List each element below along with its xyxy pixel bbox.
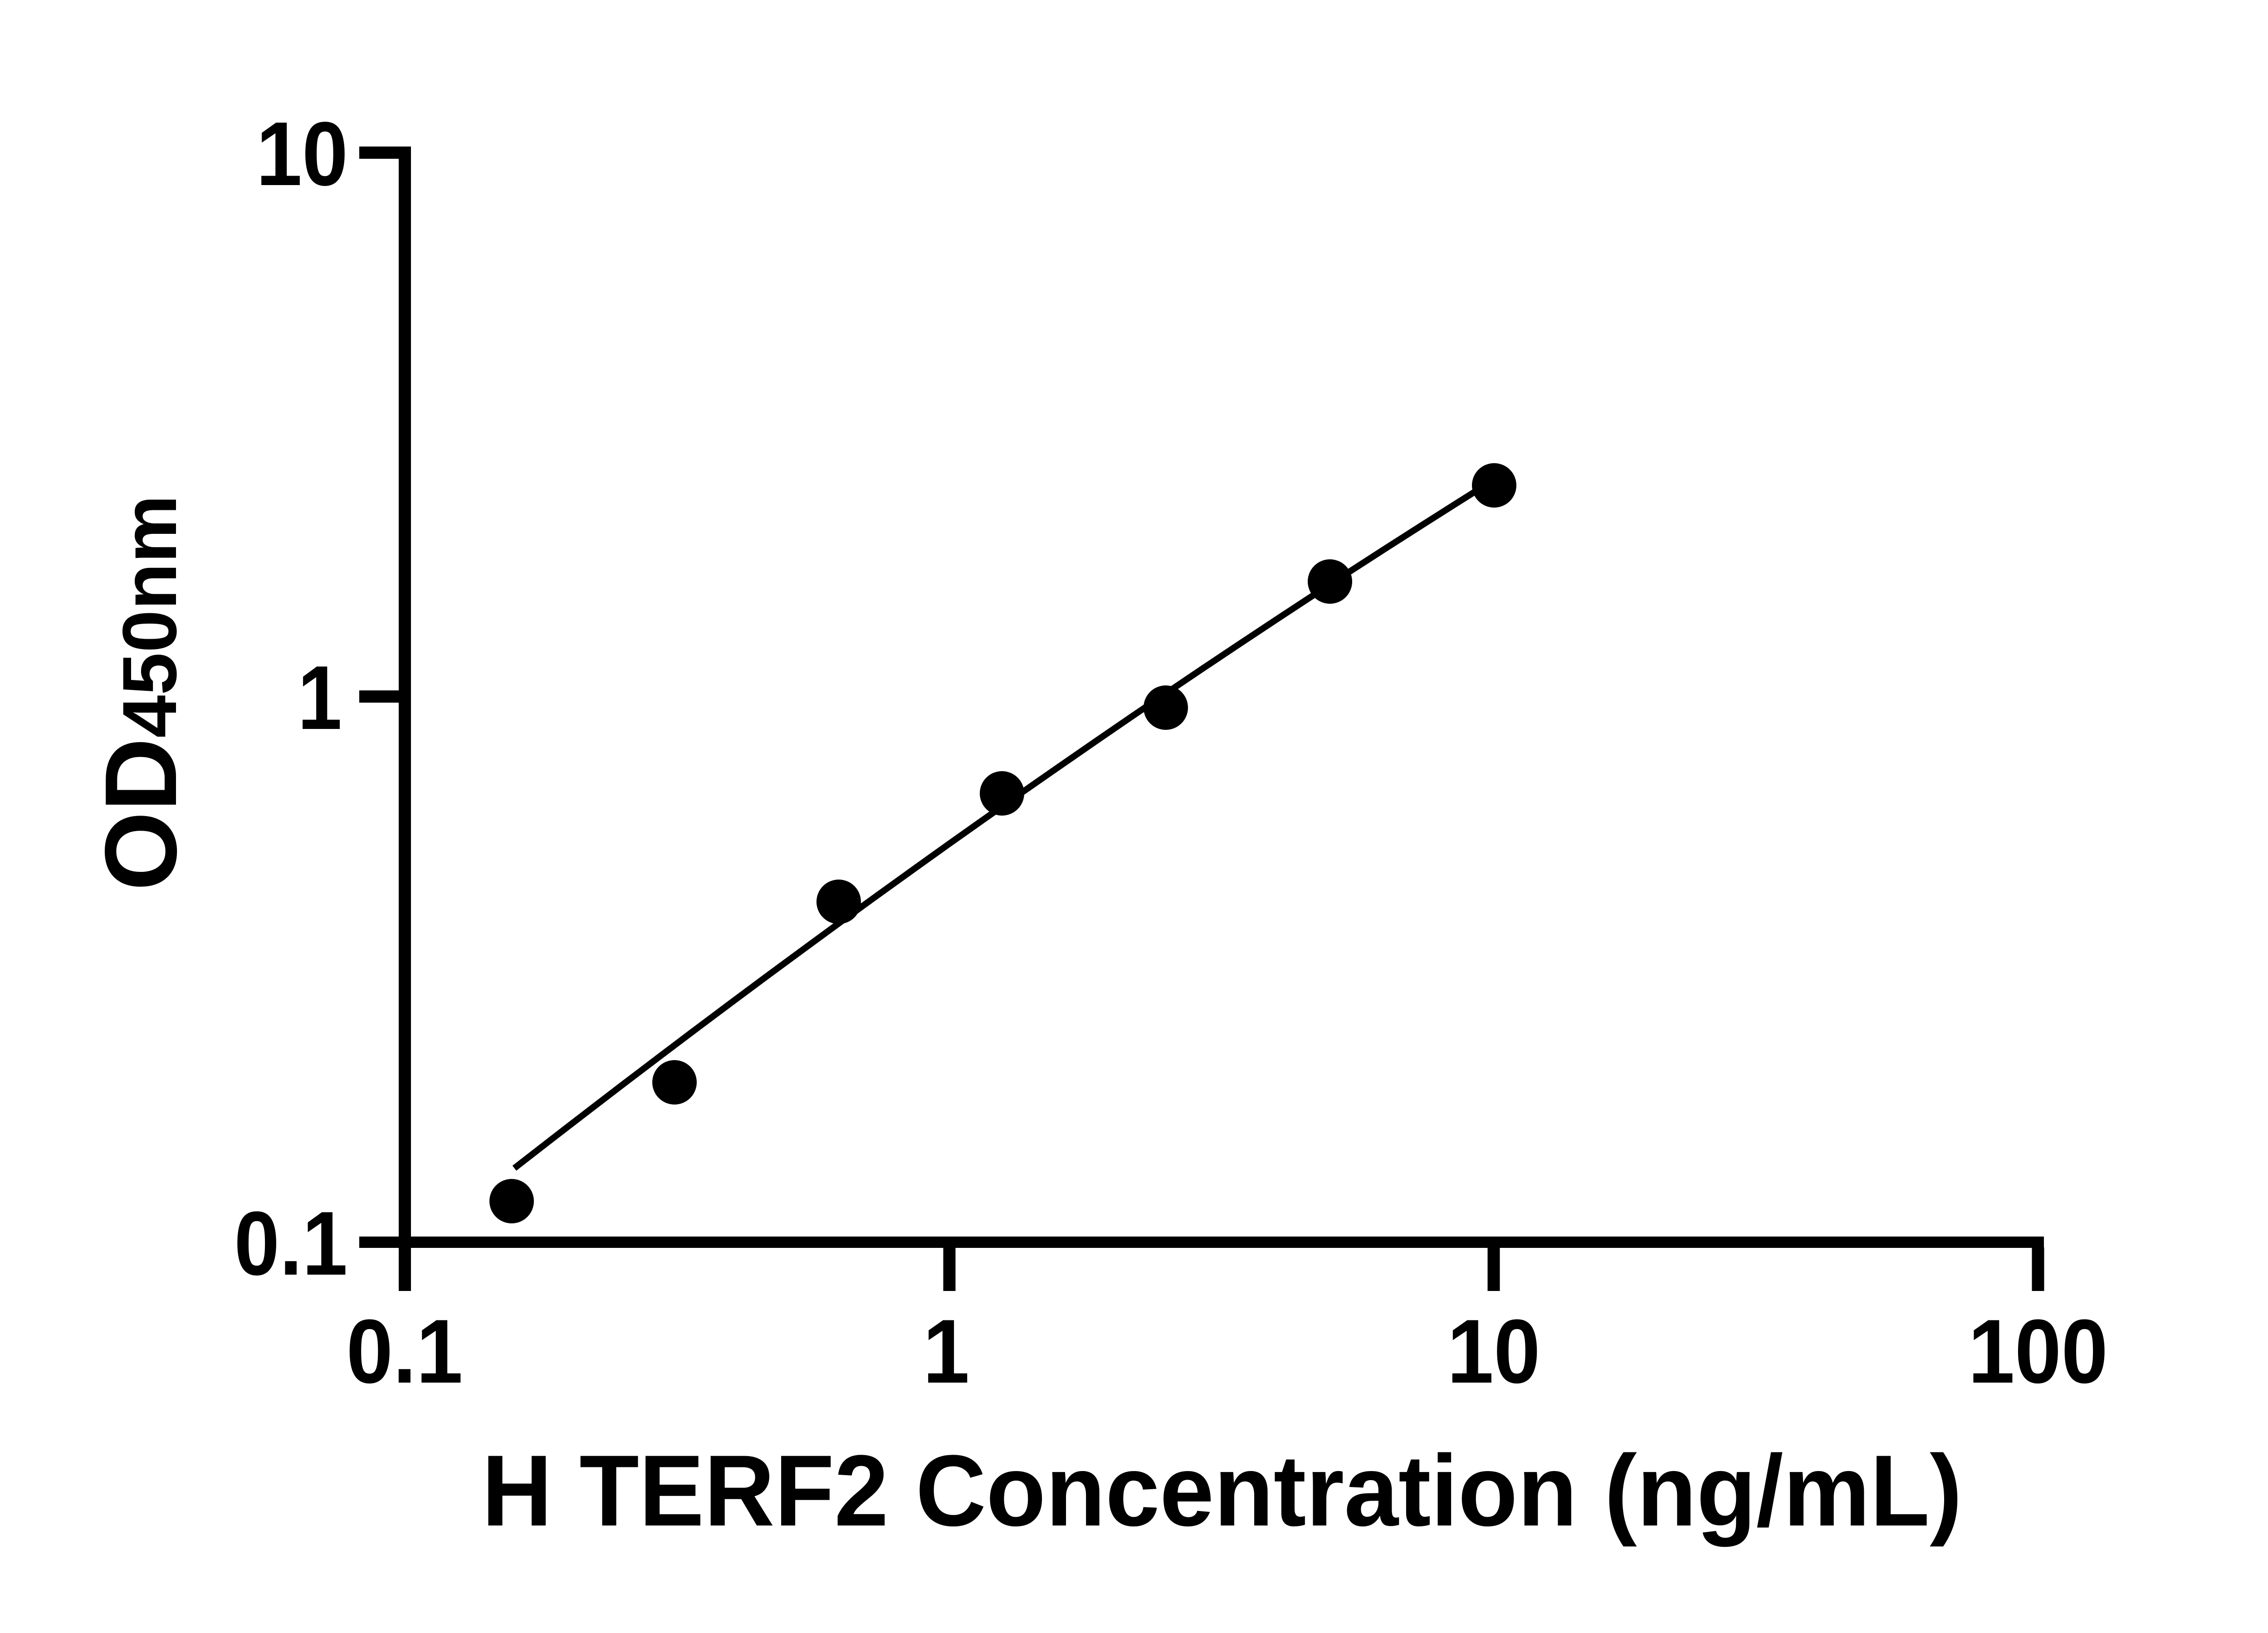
svg-text:OD450nm: OD450nm [83, 495, 198, 891]
svg-text:0.1: 0.1 [347, 1301, 463, 1402]
svg-text:10: 10 [256, 103, 348, 205]
svg-text:100: 100 [1968, 1301, 2108, 1402]
svg-text:10: 10 [1447, 1301, 1540, 1402]
svg-text:0.1: 0.1 [234, 1193, 347, 1294]
svg-text:1: 1 [923, 1301, 970, 1402]
svg-text:1: 1 [298, 646, 342, 748]
svg-text:H TERF2 Concentration (ng/mL): H TERF2 Concentration (ng/mL) [482, 1435, 1962, 1547]
